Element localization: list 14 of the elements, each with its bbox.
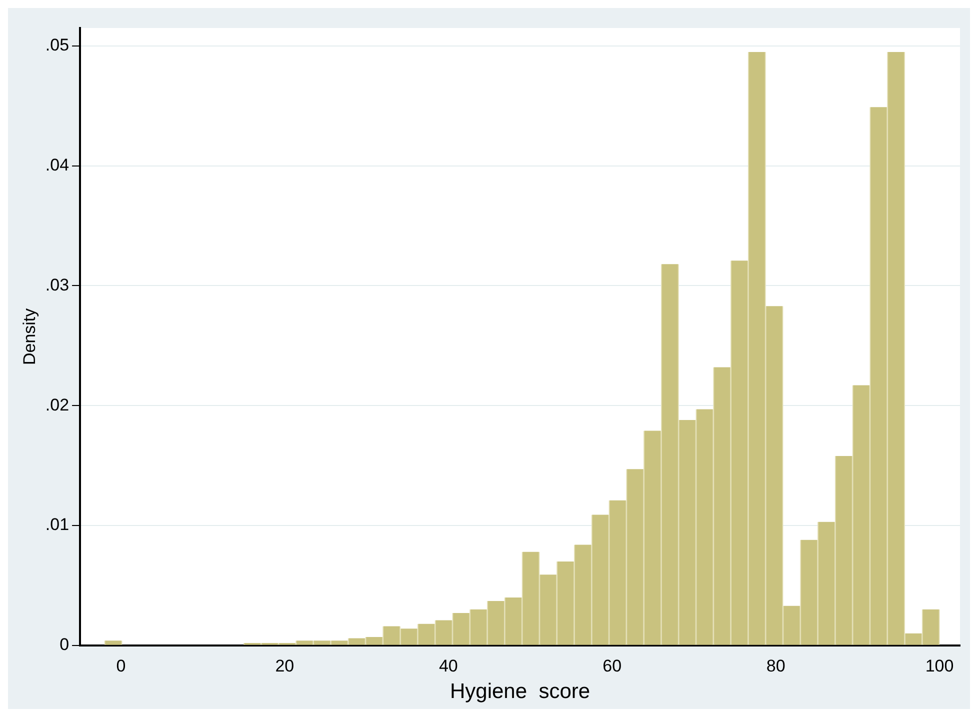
x-tick-label: 60 (602, 656, 622, 676)
x-tick-label: 100 (925, 656, 954, 676)
x-tick-label: 0 (116, 656, 126, 676)
y-tick-label: .05 (45, 36, 70, 55)
y-tick-label: .01 (45, 515, 70, 534)
y-axis-title: Density (20, 308, 39, 366)
x-axis-title: Hygiene score (450, 680, 590, 704)
x-tick-label: 20 (275, 656, 294, 676)
y-tick-label: 0 (60, 635, 70, 654)
y-tick-label: .02 (45, 395, 70, 414)
x-tick-label: 80 (766, 656, 786, 676)
y-tick-label: .03 (45, 275, 70, 294)
y-tick-label: .04 (45, 156, 70, 175)
x-tick-label: 40 (438, 656, 458, 676)
